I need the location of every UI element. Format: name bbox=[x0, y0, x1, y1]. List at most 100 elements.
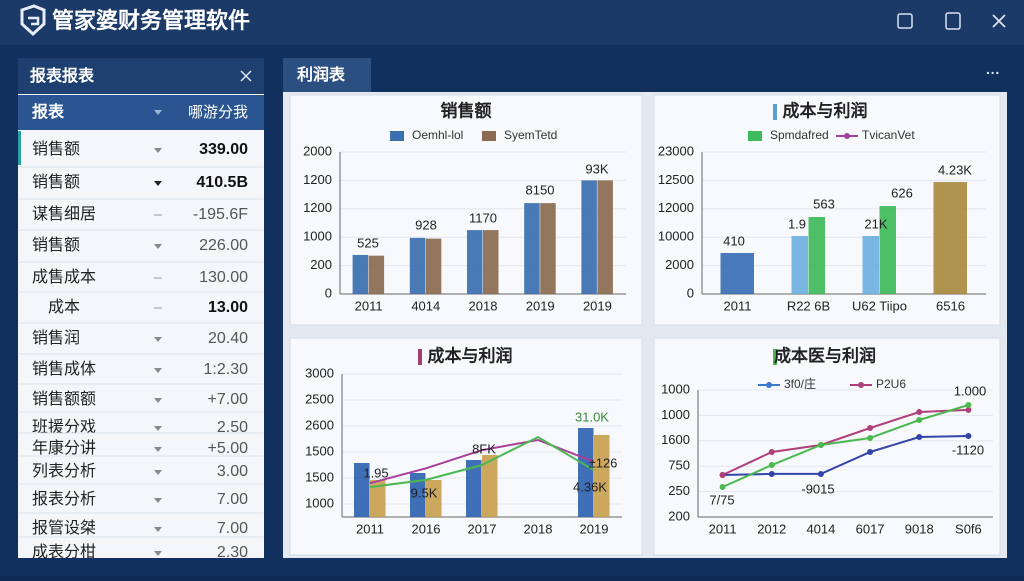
y-tick-label: 1500 bbox=[305, 469, 334, 484]
row-dropdown[interactable] bbox=[154, 181, 162, 186]
row-label: 成售成本 bbox=[32, 268, 96, 286]
chart-title: 成本与利润 bbox=[783, 100, 868, 120]
y-tick-label: 12000 bbox=[658, 200, 694, 215]
bar bbox=[352, 254, 369, 294]
more-menu[interactable]: ··· bbox=[986, 65, 1000, 81]
annotation: 563 bbox=[813, 196, 835, 211]
sidebar-header-label: 报表 bbox=[32, 102, 65, 121]
row-label: 成表分柑 bbox=[32, 543, 96, 561]
row-dropdown[interactable] bbox=[154, 426, 162, 431]
row-value: 20.40 bbox=[208, 330, 248, 347]
y-tick-label: 1000 bbox=[661, 381, 690, 396]
row-value: 226.00 bbox=[199, 237, 248, 254]
row-dropdown[interactable] bbox=[154, 337, 162, 342]
annotation: 928 bbox=[415, 217, 437, 232]
row-label: 报表分析 bbox=[32, 490, 96, 508]
point bbox=[916, 433, 923, 440]
app-icon bbox=[20, 4, 46, 37]
close-button[interactable] bbox=[992, 14, 1006, 28]
y-tick-label: 1000 bbox=[303, 229, 332, 244]
point bbox=[719, 484, 726, 491]
row-dropdown[interactable] bbox=[154, 148, 162, 153]
row-dropdown[interactable] bbox=[154, 470, 162, 475]
y-tick-label: 1000 bbox=[661, 407, 690, 422]
annotation: ±126 bbox=[589, 455, 618, 470]
row-value: 7.00 bbox=[217, 520, 248, 537]
y-tick-label: 3000 bbox=[305, 365, 334, 380]
row-value: 410.5B bbox=[196, 174, 248, 191]
legend-label: SyemTetd bbox=[504, 128, 557, 142]
maximize-button[interactable] bbox=[945, 12, 961, 30]
annotation: 21K bbox=[864, 216, 887, 231]
row-dropdown[interactable] bbox=[154, 551, 162, 556]
annotation: 4.36K bbox=[573, 479, 607, 494]
annotation: 1.000 bbox=[954, 383, 987, 398]
row-value: -195.6F bbox=[193, 206, 248, 223]
point bbox=[965, 406, 972, 413]
y-tick-label: 1200 bbox=[303, 172, 332, 187]
row-label: 销售额 bbox=[32, 173, 80, 191]
x-tick-label: 2019 bbox=[580, 521, 609, 536]
bar bbox=[426, 480, 442, 517]
point bbox=[965, 401, 972, 408]
row-value: 130.00 bbox=[199, 269, 248, 286]
row-label: 销售润 bbox=[32, 329, 80, 347]
chart-card bbox=[653, 337, 1001, 556]
tab[interactable] bbox=[283, 58, 371, 92]
row-dropdown[interactable] bbox=[154, 498, 162, 503]
annotation: 93K bbox=[585, 161, 608, 176]
x-tick-label: 2011 bbox=[356, 521, 384, 536]
legend-dot bbox=[858, 382, 864, 388]
row-dropdown[interactable] bbox=[154, 527, 162, 532]
x-tick-label: 2018 bbox=[524, 521, 553, 536]
x-tick-label: U62 Tiipo bbox=[852, 298, 907, 313]
point bbox=[916, 408, 923, 415]
bar bbox=[791, 235, 808, 294]
sidebar-close[interactable] bbox=[240, 70, 252, 82]
annotation: 9.5K bbox=[411, 485, 438, 500]
row-label: 销售额 bbox=[32, 236, 80, 254]
x-tick-label: 2011 bbox=[724, 298, 752, 313]
point bbox=[768, 448, 775, 455]
sidebar-title: 报表报表 bbox=[30, 66, 95, 85]
bar bbox=[482, 454, 498, 517]
x-tick-label: 2018 bbox=[469, 298, 498, 313]
x-tick-label: 9018 bbox=[905, 521, 934, 536]
row-value: +7.00 bbox=[208, 391, 249, 408]
row-label: 销售额 bbox=[32, 140, 80, 158]
row-dropdown[interactable] bbox=[154, 368, 162, 373]
annotation: 4.23K bbox=[938, 162, 972, 177]
title-marker bbox=[418, 349, 422, 365]
window-title: 管家婆财务管理软件 bbox=[52, 8, 250, 33]
bar bbox=[594, 434, 610, 517]
legend-swatch bbox=[390, 131, 404, 141]
app-icon-inner bbox=[28, 16, 40, 26]
annotation: 7/75 bbox=[709, 492, 734, 507]
row-dropdown[interactable] bbox=[154, 447, 162, 452]
bar bbox=[467, 230, 483, 294]
row-label: 成本 bbox=[48, 298, 80, 316]
row-dropdown[interactable] bbox=[154, 244, 162, 249]
chart-title: 成本与利润 bbox=[428, 345, 513, 365]
legend-swatch bbox=[482, 131, 496, 141]
restore-button[interactable] bbox=[897, 13, 913, 29]
annotation: 525 bbox=[357, 235, 379, 250]
y-tick-label: 200 bbox=[668, 508, 690, 523]
row-dropdown[interactable] bbox=[154, 398, 162, 403]
dropdown-arrow[interactable] bbox=[154, 110, 162, 115]
y-tick-label: 2000 bbox=[303, 143, 332, 158]
row-selection bbox=[18, 131, 21, 165]
x-tick-label: 2011 bbox=[709, 521, 737, 536]
bar bbox=[409, 237, 426, 294]
title-marker bbox=[773, 104, 777, 120]
y-tick-label: 2500 bbox=[305, 391, 334, 406]
legend-label: Spmdafred bbox=[770, 128, 829, 142]
row-label: 列表分析 bbox=[32, 462, 96, 480]
x-tick-label: 2016 bbox=[412, 521, 441, 536]
row-value: 339.00 bbox=[199, 141, 248, 158]
x-tick-label: 2019 bbox=[526, 298, 555, 313]
row-label: 销售成体 bbox=[32, 360, 96, 378]
bar bbox=[368, 255, 385, 294]
row-label: 年康分讲 bbox=[32, 439, 96, 457]
